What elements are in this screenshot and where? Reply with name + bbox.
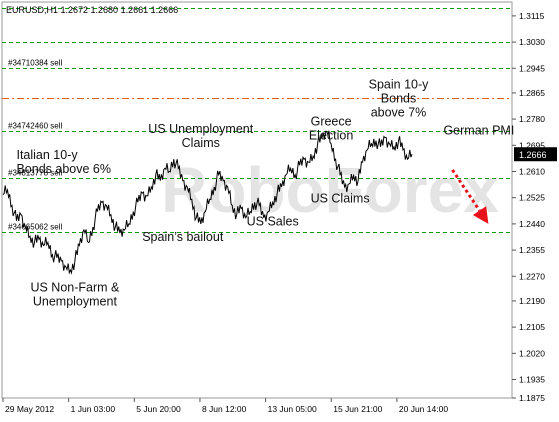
x-axis: 29 May 2012 1 Jun 03:00 5 Jun 20:00 8 Jun 1…: [2, 398, 448, 414]
x-tick-label: 15 Jun 21:00: [333, 404, 382, 414]
annotations: Italian 10-y Bonds above 6% US Unemploymen…: [16, 77, 514, 308]
y-tick-label: 1.2945: [519, 63, 545, 73]
y-tick-label: 1.2525: [519, 193, 545, 203]
x-tick-label: 29 May 2012: [5, 404, 54, 414]
y-tick-label: 1.2020: [519, 348, 545, 358]
forecast-arrow-shaft: [451, 169, 481, 212]
x-tick-label: 1 Jun 03:00: [71, 404, 116, 414]
y-tick-label: 1.2270: [519, 271, 545, 281]
y-tick-label: 1.1875: [519, 393, 545, 403]
level-label: #34665062 sell: [8, 223, 62, 232]
x-tick-label: 13 Jun 05:00: [268, 404, 317, 414]
level-label: #34742460 sell: [8, 122, 62, 131]
annotation: Italian 10-y Bonds above 6%: [16, 148, 111, 176]
current-price-box: [514, 147, 557, 162]
x-tick-label: 5 Jun 20:00: [136, 404, 181, 414]
y-tick-label: 1.2695: [519, 140, 545, 150]
annotation: US Claims: [311, 191, 370, 205]
y-tick-label: 1.3115: [519, 11, 545, 21]
x-tick-label: 20 Jun 14:00: [399, 404, 448, 414]
forecast-arrow: [451, 169, 489, 224]
y-tick-label: 1.2105: [519, 322, 545, 332]
y-tick-label: 1.3030: [519, 37, 545, 47]
chart-title: EURUSD,H1 1.2672 1.2680 1.2661 1.2666: [6, 5, 178, 15]
forecast-arrow-head: [472, 206, 489, 224]
y-tick-label: 1.1935: [519, 375, 545, 385]
current-price-label: 1.2666: [519, 150, 547, 160]
y-tick-label: 1.2190: [519, 296, 545, 306]
annotation: German PMI: [443, 124, 514, 138]
level-label: #34710384 sell: [8, 59, 62, 68]
y-axis: 1.31151.30301.29451.28651.27801.26951.26…: [512, 11, 557, 403]
y-tick-label: 1.2440: [519, 219, 545, 229]
y-tick-label: 1.2610: [519, 166, 545, 176]
annotation: US Unemployment Claims: [148, 122, 253, 150]
level-label: #34813778 sell: [8, 169, 62, 178]
price-line: [2, 130, 413, 275]
annotation: US Non-Farm & Unemployment: [30, 281, 120, 309]
x-tick-label: 8 Jun 12:00: [202, 404, 247, 414]
y-tick-label: 1.2780: [519, 114, 545, 124]
y-tick-label: 1.2355: [519, 245, 545, 255]
y-tick-label: 1.2865: [519, 88, 545, 98]
annotation: Spain 10-y Bonds above 7%: [369, 77, 430, 119]
price-series: [2, 130, 413, 275]
horizontal-levels: #34710384 sell #34742460 sell #34813778 se…: [2, 8, 512, 233]
annotation: Greece Election: [309, 114, 354, 142]
watermark-text: RoboForex: [161, 154, 499, 226]
watermark: RoboForex: [161, 154, 499, 226]
annotation: Spain’s bailout: [142, 230, 224, 244]
annotation: US Sales: [247, 214, 299, 228]
